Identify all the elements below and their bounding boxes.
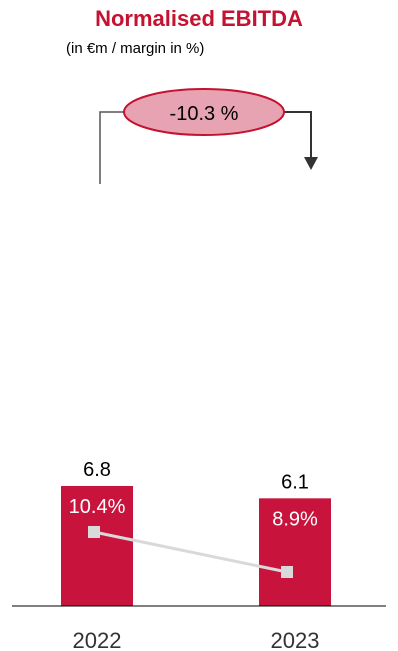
margin-line xyxy=(93,530,288,574)
margin-marker-2023 xyxy=(281,566,293,578)
x-tick-label-2023: 2023 xyxy=(271,628,320,651)
change-label: -10.3 % xyxy=(170,103,239,125)
value-label-2023: 6.1 xyxy=(281,471,309,493)
chart-subtitle: (in €m / margin in %) xyxy=(66,40,205,57)
change-bracket-left xyxy=(99,111,124,184)
change-bracket-right xyxy=(283,111,312,160)
change-ellipse xyxy=(123,88,285,136)
value-label-2022: 6.8 xyxy=(83,459,111,481)
x-tick-label-2022: 2022 xyxy=(73,628,122,651)
margin-label-2023: 8.9% xyxy=(272,508,318,530)
bar-2023 xyxy=(259,498,331,606)
margin-marker-2022 xyxy=(88,526,100,538)
change-arrow-head xyxy=(304,157,318,170)
chart-title: Normalised EBITDA xyxy=(95,6,303,31)
margin-label-2022: 10.4% xyxy=(69,496,126,518)
bar-2022 xyxy=(61,485,133,606)
